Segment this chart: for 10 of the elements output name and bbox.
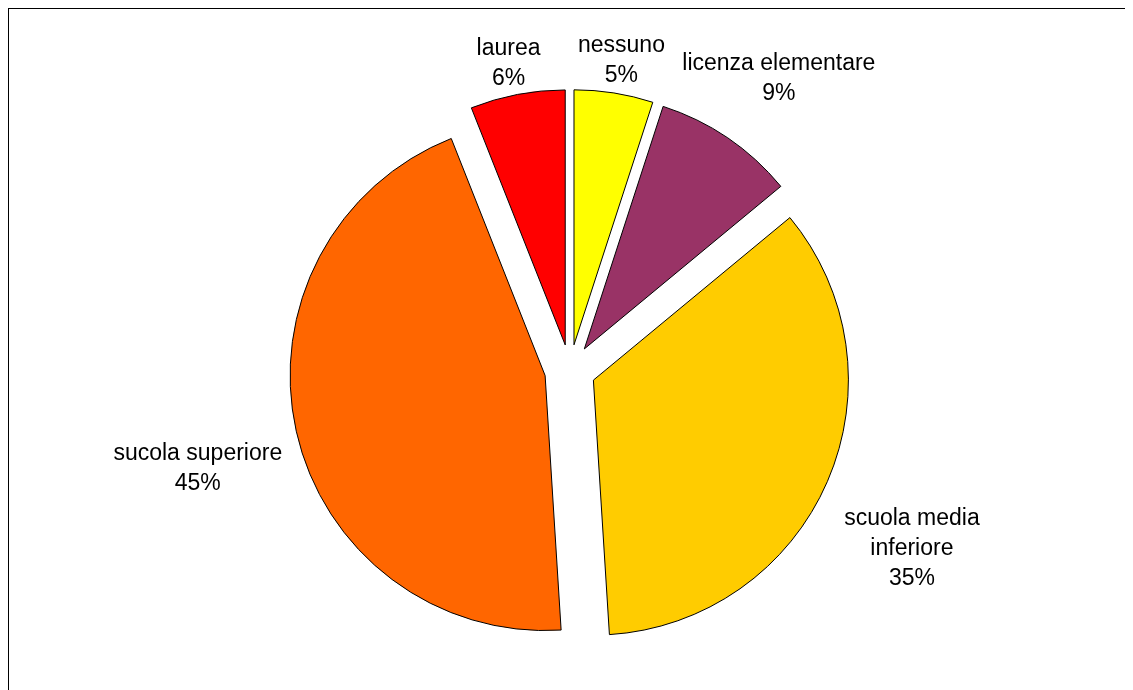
data-label: 6% <box>491 63 526 90</box>
slice-label: sucola superiore <box>113 439 283 466</box>
data-label: 9% <box>762 78 796 105</box>
data-label: 45% <box>174 469 221 496</box>
data-label: 5% <box>604 61 639 88</box>
slice-label: nessuno <box>577 31 665 58</box>
slice-label: licenza elementare <box>682 48 876 75</box>
data-label: 35% <box>888 563 935 590</box>
slice-label: laurea <box>476 33 541 60</box>
slice-label: scuola media inferiore <box>844 503 980 560</box>
